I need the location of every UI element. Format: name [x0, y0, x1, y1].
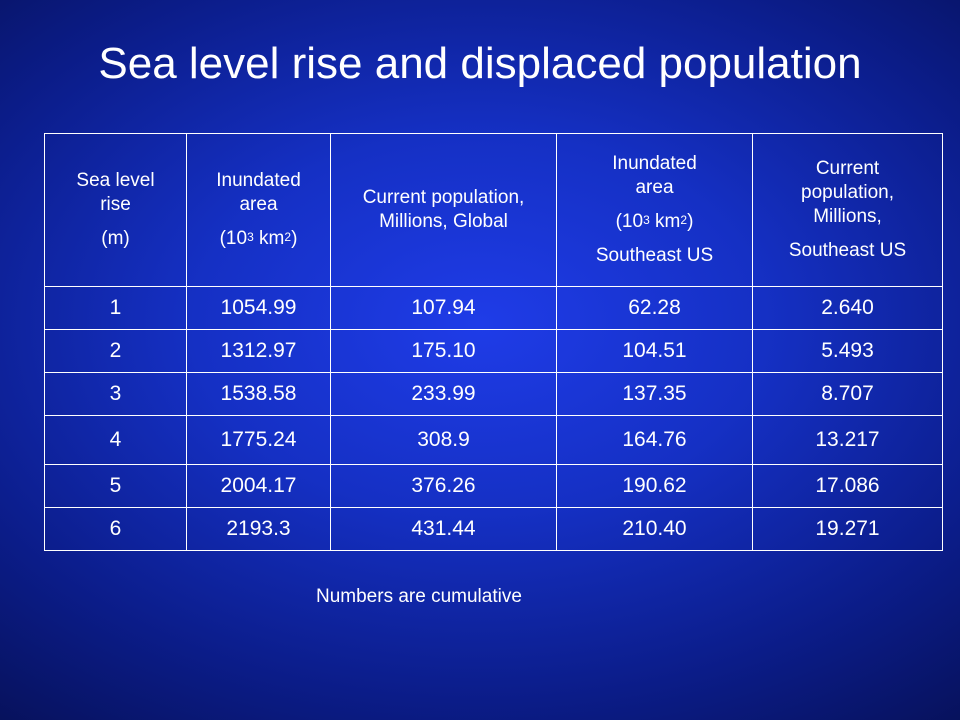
- table-row: 5 2004.17 376.26 190.62 17.086: [44, 464, 943, 508]
- cell-population-global: 175.10: [330, 329, 557, 373]
- cell-inundated-global: 1312.97: [186, 329, 331, 373]
- header-label: Current population, Millions, Global: [362, 187, 525, 232]
- cell-population-southeast: 17.086: [752, 464, 943, 508]
- header-unit: (m): [101, 228, 130, 249]
- header-label: Inundated area: [612, 153, 697, 198]
- cell-inundated-southeast: 164.76: [556, 415, 753, 465]
- cell-population-global: 376.26: [330, 464, 557, 508]
- cell-population-southeast: 8.707: [752, 372, 943, 416]
- table-row: 2 1312.97 175.10 104.51 5.493: [44, 329, 943, 373]
- cell-inundated-global: 1775.24: [186, 415, 331, 465]
- cell-sea-level: 2: [44, 329, 187, 373]
- header-region: Southeast US: [595, 245, 714, 266]
- header-label: Current population, Millions,: [801, 158, 894, 227]
- cell-sea-level: 5: [44, 464, 187, 508]
- cell-inundated-global: 1054.99: [186, 286, 331, 330]
- slide-title: Sea level rise and displaced population: [98, 39, 862, 88]
- table-row: 1 1054.99 107.94 62.28 2.640: [44, 286, 943, 330]
- table-row: 3 1538.58 233.99 137.35 8.707: [44, 372, 943, 416]
- cell-population-southeast: 19.271: [752, 507, 943, 551]
- cell-population-global: 233.99: [330, 372, 557, 416]
- header-population-global: Current population, Millions, Global: [330, 133, 557, 287]
- header-unit: (103 km2): [219, 228, 298, 249]
- table-row: 4 1775.24 308.9 164.76 13.217: [44, 415, 943, 465]
- cell-inundated-global: 2193.3: [186, 507, 331, 551]
- cell-population-southeast: 5.493: [752, 329, 943, 373]
- cell-sea-level: 6: [44, 507, 187, 551]
- cell-inundated-southeast: 137.35: [556, 372, 753, 416]
- cell-inundated-southeast: 104.51: [556, 329, 753, 373]
- table-row: 6 2193.3 431.44 210.40 19.271: [44, 507, 943, 551]
- footnote: Numbers are cumulative: [316, 586, 522, 607]
- header-inundated-area-southeast: Inundated area (103 km2) Southeast US: [556, 133, 753, 287]
- cell-population-global: 107.94: [330, 286, 557, 330]
- sea-level-table: Sea level rise (m) Inundated area (103 k…: [44, 133, 943, 551]
- table-header-row: Sea level rise (m) Inundated area (103 k…: [44, 133, 943, 287]
- cell-inundated-global: 2004.17: [186, 464, 331, 508]
- cell-inundated-southeast: 210.40: [556, 507, 753, 551]
- cell-population-southeast: 2.640: [752, 286, 943, 330]
- cell-population-global: 308.9: [330, 415, 557, 465]
- header-label: Sea level rise: [76, 170, 155, 215]
- cell-population-southeast: 13.217: [752, 415, 943, 465]
- header-inundated-area-global: Inundated area (103 km2): [186, 133, 331, 287]
- header-unit: (103 km2): [615, 211, 694, 232]
- cell-inundated-global: 1538.58: [186, 372, 331, 416]
- cell-inundated-southeast: 190.62: [556, 464, 753, 508]
- cell-sea-level: 1: [44, 286, 187, 330]
- cell-sea-level: 4: [44, 415, 187, 465]
- header-population-southeast: Current population, Millions, Southeast …: [752, 133, 943, 287]
- header-region: Southeast US: [788, 240, 907, 261]
- cell-population-global: 431.44: [330, 507, 557, 551]
- header-sea-level-rise: Sea level rise (m): [44, 133, 187, 287]
- cell-sea-level: 3: [44, 372, 187, 416]
- cell-inundated-southeast: 62.28: [556, 286, 753, 330]
- header-label: Inundated area: [216, 170, 301, 215]
